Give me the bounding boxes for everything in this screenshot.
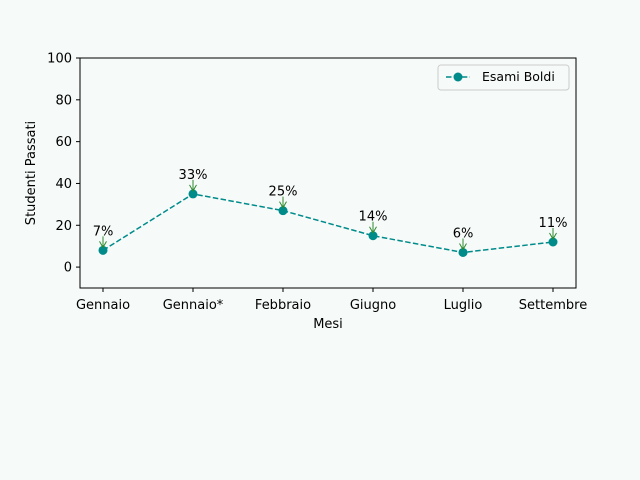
data-label-arrow xyxy=(99,236,107,249)
x-tick-label: Giugno xyxy=(350,298,396,313)
data-label: 33% xyxy=(179,168,208,183)
data-label-arrow xyxy=(459,238,467,251)
x-tick-label: Febbraio xyxy=(255,298,311,313)
y-tick-label: 40 xyxy=(55,177,72,192)
y-tick-label: 100 xyxy=(47,52,72,67)
data-point xyxy=(278,206,288,216)
x-tick-label: Gennaio* xyxy=(163,298,224,313)
data-label: 7% xyxy=(93,224,114,239)
data-labels: 7% 33% 25% 14% 6% 11% xyxy=(93,168,568,251)
data-label: 11% xyxy=(539,216,568,231)
data-label: 14% xyxy=(359,210,388,225)
legend-entry: Esami Boldi xyxy=(482,69,555,84)
plot-area xyxy=(79,57,577,289)
series-markers xyxy=(98,189,558,257)
data-point xyxy=(548,237,558,247)
data-label-arrow xyxy=(279,196,287,209)
y-tick-label: 60 xyxy=(55,135,72,150)
legend-marker-icon xyxy=(453,72,463,82)
data-label-arrow xyxy=(189,179,197,192)
y-axis-label: Studenti Passati xyxy=(24,121,39,225)
data-point xyxy=(98,245,108,255)
y-axis: 0 20 40 60 80 100 xyxy=(47,52,80,276)
legend-box xyxy=(437,64,570,91)
data-label-arrow xyxy=(549,228,557,240)
data-point xyxy=(188,189,198,199)
data-point xyxy=(368,231,378,241)
x-tick-label: Luglio xyxy=(444,298,483,313)
x-tick-label: Gennaio xyxy=(76,298,130,313)
data-point xyxy=(458,247,468,257)
y-tick-label: 0 xyxy=(64,261,72,276)
x-tick-label: Settembre xyxy=(519,298,587,313)
series-line xyxy=(102,193,554,254)
x-axis: Gennaio Gennaio* Febbraio Giugno Luglio Sette… xyxy=(76,288,587,313)
y-tick-label: 20 xyxy=(55,219,72,234)
x-axis-label: Mesi xyxy=(313,317,343,332)
data-label: 6% xyxy=(453,226,474,241)
y-tick-label: 80 xyxy=(55,93,72,108)
data-label-arrow xyxy=(369,221,377,234)
legend: Esami Boldi xyxy=(437,64,570,91)
data-label: 25% xyxy=(269,185,298,200)
